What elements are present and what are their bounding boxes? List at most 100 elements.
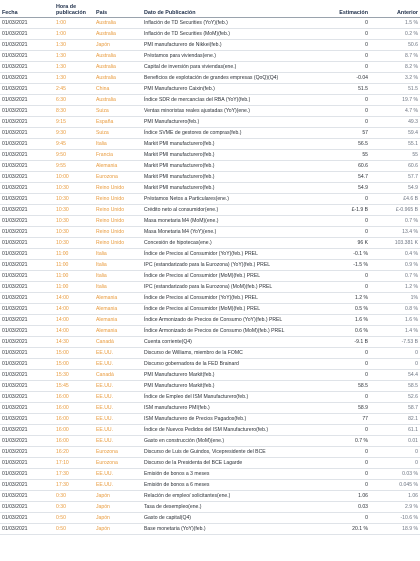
cell-event: PMI Manufacturero Markit(feb.) <box>144 371 215 378</box>
cell-previous: 0.7 % <box>404 272 418 279</box>
cell-country: Alemania <box>96 316 118 323</box>
cell-time: 14:30 <box>56 338 69 345</box>
table-row: 01/03/2021 11:00 Italia IPC (estandarizado … <box>0 281 420 292</box>
cell-country: Alemania <box>96 305 118 312</box>
cell-time: 0:30 <box>56 503 66 510</box>
cell-event: Índice de Precios al Consumidor (MoM)(fe… <box>144 272 261 279</box>
cell-previous: 54.9 <box>408 184 418 191</box>
cell-date: 01/03/2021 <box>2 448 28 455</box>
cell-estimate: 55 <box>362 151 368 158</box>
cell-estimate: 0 <box>365 514 368 521</box>
table-row: 01/03/2021 17:10 Eurozona Discurso de la Pr… <box>0 457 420 468</box>
table-row: 01/03/2021 1:30 Australia Capital de invers… <box>0 61 420 72</box>
table-row: 01/03/2021 15:00 EE.UU. Discurso de William… <box>0 347 420 358</box>
cell-date: 01/03/2021 <box>2 195 28 202</box>
cell-time: 10:30 <box>56 184 69 191</box>
cell-event: Índice Armonizado de Precios de Consumo … <box>144 327 285 334</box>
cell-country: EE.UU. <box>96 393 113 400</box>
cell-date: 01/03/2021 <box>2 316 28 323</box>
cell-estimate: 0 <box>365 459 368 466</box>
cell-time: 0:30 <box>56 492 66 499</box>
cell-country: Japón <box>96 503 110 510</box>
cell-country: Reino Unido <box>96 239 125 246</box>
cell-event: Gasto en construcción (MoM)(ene.) <box>144 437 225 444</box>
cell-previous: 1.06 <box>408 492 418 499</box>
cell-country: España <box>96 118 114 125</box>
cell-date: 01/03/2021 <box>2 360 28 367</box>
cell-date: 01/03/2021 <box>2 162 28 169</box>
cell-time: 17:30 <box>56 481 69 488</box>
table-row: 01/03/2021 1:30 Japón PMI manufacturero de … <box>0 39 420 50</box>
cell-previous: 50.6 <box>408 41 418 48</box>
table-row: 01/03/2021 1:30 Australia Préstamos para vi… <box>0 50 420 61</box>
cell-time: 0:50 <box>56 525 66 532</box>
table-row: 01/03/2021 15:00 EE.UU. Discurso gobernador… <box>0 358 420 369</box>
cell-date: 01/03/2021 <box>2 437 28 444</box>
cell-previous: -10.6 % <box>400 514 418 521</box>
cell-date: 01/03/2021 <box>2 426 28 433</box>
cell-event: Índice de Precios al Consumidor (YoY)(fe… <box>144 294 258 301</box>
cell-estimate: 0 <box>365 107 368 114</box>
cell-date: 01/03/2021 <box>2 74 28 81</box>
table-row: 01/03/2021 0:30 Japón Relación de empleo/ s… <box>0 490 420 501</box>
cell-date: 01/03/2021 <box>2 415 28 422</box>
cell-country: Reino Unido <box>96 206 125 213</box>
cell-country: Reino Unido <box>96 228 125 235</box>
cell-time: 1:00 <box>56 19 66 26</box>
cell-previous: 3.2 % <box>404 74 418 81</box>
cell-event: PMI Manufacturero(feb.) <box>144 118 200 125</box>
table-row: 01/03/2021 9:55 Alemania Markit PMI manufac… <box>0 160 420 171</box>
cell-estimate: 57 <box>362 129 368 136</box>
table-row: 01/03/2021 11:00 Italia Índice de Precios a… <box>0 270 420 281</box>
cell-time: 9:30 <box>56 129 66 136</box>
cell-time: 10:30 <box>56 217 69 224</box>
cell-country: Australia <box>96 30 116 37</box>
cell-country: Alemania <box>96 327 118 334</box>
cell-date: 01/03/2021 <box>2 470 28 477</box>
cell-date: 01/03/2021 <box>2 85 28 92</box>
cell-date: 01/03/2021 <box>2 382 28 389</box>
cell-date: 01/03/2021 <box>2 283 28 290</box>
table-row: 01/03/2021 10:00 Eurozona Markit PMI manufa… <box>0 171 420 182</box>
header-event: Dato de Publicación <box>144 9 196 16</box>
cell-time: 2:45 <box>56 85 66 92</box>
cell-country: Canadá <box>96 338 114 345</box>
cell-estimate: 54.7 <box>358 173 368 180</box>
cell-event: Markit PMI manufacturero(feb.) <box>144 151 215 158</box>
cell-date: 01/03/2021 <box>2 492 28 499</box>
table-row: 01/03/2021 17:30 EE.UU. Emisión de bonos a … <box>0 468 420 479</box>
cell-event: Inflación de TD Securities (YoY)(feb.) <box>144 19 228 26</box>
cell-event: PMI Manufacturero Markit(feb.) <box>144 382 215 389</box>
cell-previous: 4.7 % <box>404 107 418 114</box>
cell-event: Índice Armonizado de Precios de Consumo … <box>144 316 283 323</box>
cell-previous: 0.01 <box>408 437 418 444</box>
table-row: 01/03/2021 1:00 Australia Inflación de TD S… <box>0 28 420 39</box>
cell-previous: 0.2 % <box>404 30 418 37</box>
cell-time: 9:45 <box>56 140 66 147</box>
cell-date: 01/03/2021 <box>2 118 28 125</box>
cell-date: 01/03/2021 <box>2 503 28 510</box>
cell-country: EE.UU. <box>96 470 113 477</box>
cell-estimate: 0 <box>365 283 368 290</box>
cell-date: 01/03/2021 <box>2 129 28 136</box>
cell-previous: 1.2 % <box>404 283 418 290</box>
cell-time: 9:15 <box>56 118 66 125</box>
table-row: 01/03/2021 10:30 Reino Unido Markit PMI man… <box>0 182 420 193</box>
cell-date: 01/03/2021 <box>2 327 28 334</box>
cell-date: 01/03/2021 <box>2 217 28 224</box>
cell-date: 01/03/2021 <box>2 525 28 532</box>
cell-date: 01/03/2021 <box>2 481 28 488</box>
cell-date: 01/03/2021 <box>2 184 28 191</box>
cell-time: 16:00 <box>56 393 69 400</box>
cell-previous: 52.6 <box>408 393 418 400</box>
cell-country: EE.UU. <box>96 382 113 389</box>
cell-country: EE.UU. <box>96 437 113 444</box>
table-row: 01/03/2021 9:30 Suiza Índice SVME de gestor… <box>0 127 420 138</box>
table-row: 01/03/2021 17:30 EE.UU. Emisión de bonos a … <box>0 479 420 490</box>
table-row: 01/03/2021 14:00 Alemania Índice de Precios… <box>0 303 420 314</box>
cell-event: Crédito neto al consumidor(ene.) <box>144 206 219 213</box>
cell-estimate: 0.03 <box>358 503 368 510</box>
cell-country: Australia <box>96 74 116 81</box>
cell-time: 6:30 <box>56 96 66 103</box>
cell-time: 10:30 <box>56 195 69 202</box>
